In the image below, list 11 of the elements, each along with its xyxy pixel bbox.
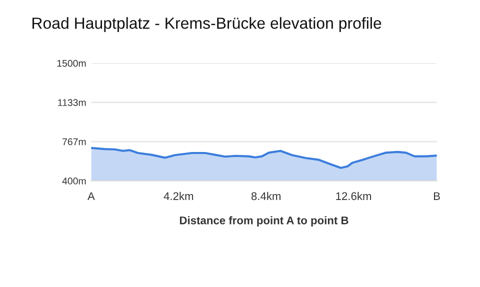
x-tick-label: B <box>434 192 440 200</box>
x-tick-label: 4.2km <box>164 192 194 200</box>
y-tick-label: 767m <box>62 138 86 146</box>
y-tick-label: 1133m <box>58 99 86 106</box>
x-tick-label: A <box>88 192 95 200</box>
x-tick-label: 12.6km <box>336 192 372 200</box>
x-axis-title: Distance from point A to point B <box>180 216 348 227</box>
chart-title: Road Hauptplatz - Krems-Brücke elevation profile <box>32 17 382 32</box>
x-tick-label: 8.4km <box>251 192 280 200</box>
y-tick-label: 400m <box>62 178 86 184</box>
y-tick-label: 1500m <box>57 60 86 67</box>
